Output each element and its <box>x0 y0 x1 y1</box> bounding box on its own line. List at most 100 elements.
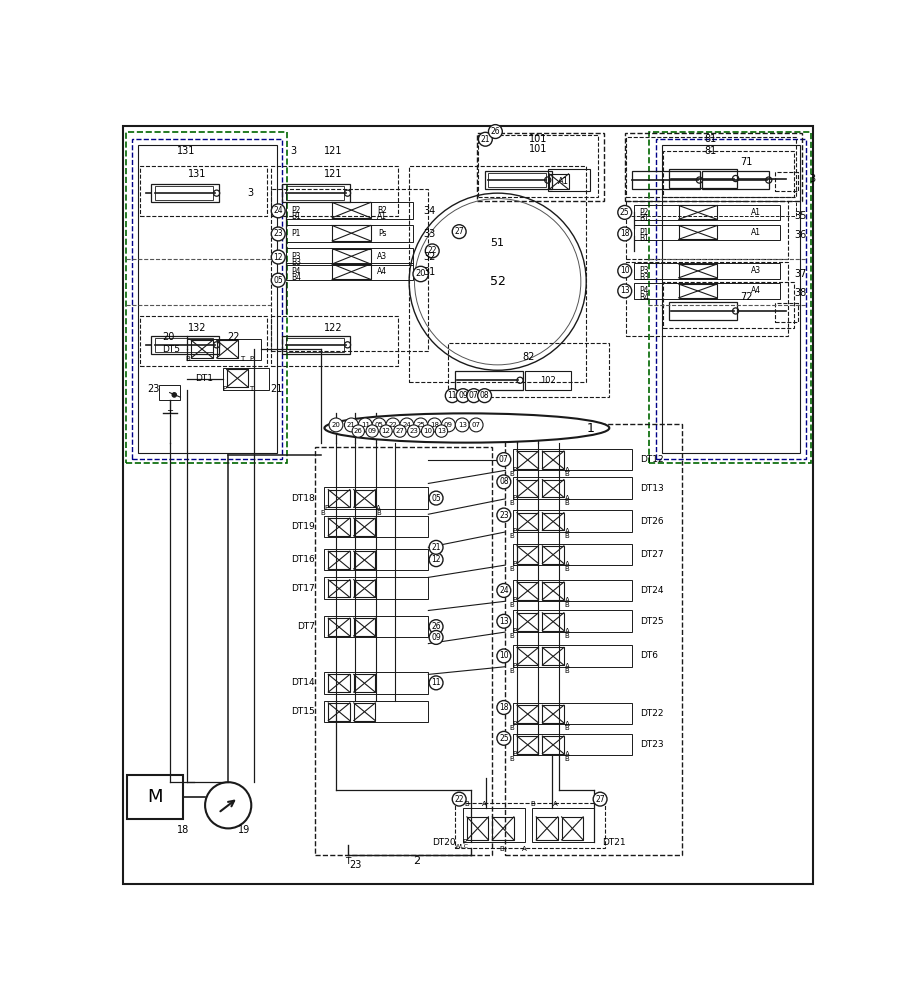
Text: 27: 27 <box>396 428 404 434</box>
Bar <box>478 135 598 197</box>
Text: 23: 23 <box>147 384 160 394</box>
Text: 11: 11 <box>448 391 457 400</box>
Bar <box>140 166 267 216</box>
Text: 24: 24 <box>402 422 411 428</box>
Bar <box>537 817 558 840</box>
Text: P: P <box>513 561 516 567</box>
Circle shape <box>497 508 511 522</box>
Bar <box>542 546 564 564</box>
Bar <box>513 703 632 724</box>
Text: B: B <box>565 500 569 506</box>
Bar <box>513 580 632 601</box>
Circle shape <box>467 389 481 403</box>
Bar <box>513 510 632 532</box>
Bar <box>625 133 802 201</box>
Text: 21: 21 <box>271 384 282 394</box>
Circle shape <box>618 264 632 278</box>
Bar <box>702 171 770 189</box>
Bar <box>286 263 413 280</box>
Text: 07: 07 <box>499 455 509 464</box>
Text: B: B <box>509 533 514 539</box>
Text: A1: A1 <box>750 208 760 217</box>
Bar <box>517 451 538 469</box>
Bar <box>127 774 183 819</box>
Bar <box>328 490 350 507</box>
Bar <box>517 705 538 723</box>
Circle shape <box>452 225 466 239</box>
Text: P3: P3 <box>639 266 649 275</box>
Bar <box>271 189 429 351</box>
Text: 52: 52 <box>490 275 505 288</box>
Bar <box>634 205 781 220</box>
Text: B1: B1 <box>639 214 649 223</box>
Bar <box>286 338 344 352</box>
Bar <box>634 283 781 299</box>
Text: A: A <box>565 597 569 603</box>
Bar <box>328 580 350 597</box>
Bar <box>332 249 371 264</box>
Bar <box>547 169 590 191</box>
Circle shape <box>497 701 511 714</box>
Circle shape <box>497 453 511 466</box>
Circle shape <box>271 250 285 264</box>
Text: B: B <box>565 533 569 539</box>
Text: A1: A1 <box>750 228 760 237</box>
Text: 32: 32 <box>423 252 435 262</box>
Text: B4: B4 <box>291 273 301 282</box>
Bar <box>561 817 583 840</box>
Text: 07: 07 <box>472 422 481 428</box>
Circle shape <box>400 418 414 432</box>
Text: DT12: DT12 <box>640 455 664 464</box>
Text: 131: 131 <box>188 169 207 179</box>
Circle shape <box>430 620 443 634</box>
Text: P: P <box>462 839 467 845</box>
Bar <box>354 703 376 721</box>
Text: A: A <box>565 751 569 757</box>
Circle shape <box>435 425 448 437</box>
Bar <box>517 546 538 564</box>
Circle shape <box>497 475 511 489</box>
Text: M: M <box>147 788 163 806</box>
Bar <box>542 451 564 469</box>
Text: 25: 25 <box>620 208 630 217</box>
Text: 18: 18 <box>620 229 630 238</box>
Text: P: P <box>222 386 227 392</box>
Bar <box>315 447 493 855</box>
Text: P2: P2 <box>639 208 649 217</box>
Text: A: A <box>565 495 569 501</box>
Text: 05: 05 <box>273 276 283 285</box>
Circle shape <box>413 266 429 282</box>
Text: A: A <box>565 628 569 634</box>
Text: P: P <box>513 467 516 473</box>
Circle shape <box>430 553 443 567</box>
Bar <box>328 551 350 569</box>
Text: 26: 26 <box>491 127 500 136</box>
Text: P4: P4 <box>292 267 301 276</box>
Text: B3: B3 <box>639 273 649 282</box>
Text: 1: 1 <box>586 422 594 434</box>
Text: A4: A4 <box>377 267 388 276</box>
Circle shape <box>358 418 372 432</box>
Bar <box>488 173 547 187</box>
Text: 23: 23 <box>349 860 361 870</box>
Text: A: A <box>376 505 381 511</box>
Bar <box>678 264 717 278</box>
Circle shape <box>271 273 285 287</box>
Circle shape <box>593 792 607 806</box>
Text: DT26: DT26 <box>640 517 664 526</box>
Text: B: B <box>509 633 514 639</box>
Text: A: A <box>522 846 527 852</box>
Text: 08: 08 <box>499 477 509 486</box>
Text: DT23: DT23 <box>640 740 664 749</box>
Text: 09: 09 <box>458 391 468 400</box>
Bar <box>513 734 632 755</box>
Text: B: B <box>376 510 381 516</box>
Text: B: B <box>565 725 569 731</box>
Bar <box>132 139 282 459</box>
Text: 07: 07 <box>469 391 479 400</box>
Circle shape <box>497 584 511 597</box>
Text: A3: A3 <box>750 266 760 275</box>
Text: DT21: DT21 <box>601 838 625 847</box>
Text: DT16: DT16 <box>292 555 315 564</box>
Text: DT1: DT1 <box>195 374 213 383</box>
